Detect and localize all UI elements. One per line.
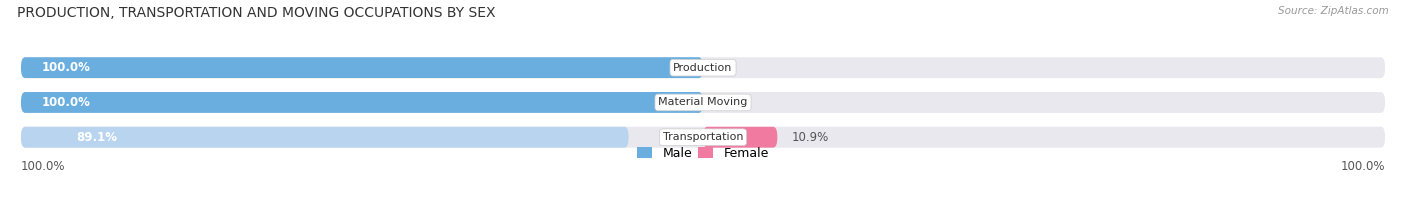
Text: 89.1%: 89.1% [77, 131, 118, 144]
Text: PRODUCTION, TRANSPORTATION AND MOVING OCCUPATIONS BY SEX: PRODUCTION, TRANSPORTATION AND MOVING OC… [17, 6, 495, 20]
Text: Production: Production [673, 63, 733, 73]
Text: Material Moving: Material Moving [658, 98, 748, 107]
FancyBboxPatch shape [21, 57, 1385, 78]
FancyBboxPatch shape [21, 127, 628, 148]
Text: 100.0%: 100.0% [42, 61, 91, 74]
FancyBboxPatch shape [21, 92, 1385, 113]
Text: 10.9%: 10.9% [792, 131, 828, 144]
Legend: Male, Female: Male, Female [633, 142, 773, 165]
FancyBboxPatch shape [21, 92, 703, 113]
Text: 100.0%: 100.0% [21, 160, 66, 173]
FancyBboxPatch shape [703, 127, 778, 148]
FancyBboxPatch shape [21, 57, 703, 78]
Text: 100.0%: 100.0% [42, 96, 91, 109]
FancyBboxPatch shape [21, 127, 1385, 148]
Text: Source: ZipAtlas.com: Source: ZipAtlas.com [1278, 6, 1389, 16]
Text: Transportation: Transportation [662, 132, 744, 142]
Text: 100.0%: 100.0% [1340, 160, 1385, 173]
